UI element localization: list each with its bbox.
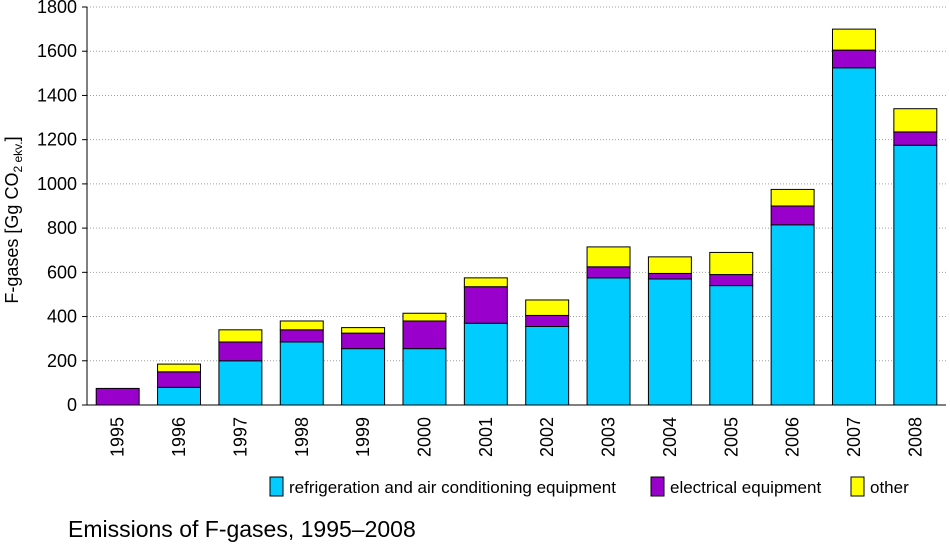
y-tick-label: 1200 [37,130,77,150]
bar-segment [279,320,324,331]
bar-segment [893,108,938,133]
bar-segment [647,278,692,406]
bar-segment [770,224,815,406]
x-tick-label: 1996 [169,417,189,457]
x-tick-label: 2000 [414,417,434,457]
legend-swatch [650,476,665,497]
bar-segment [341,332,386,350]
y-tick-labels: 0 200 400 600 800 1000 1200 1400 1600 1800 [37,0,87,415]
x-tick-label: 2006 [783,417,803,457]
y-tick-label: 800 [47,218,77,238]
legend-label: other [870,478,909,497]
axes [86,7,946,406]
bar-segment [279,341,324,406]
bar-segment [770,205,815,226]
bar-segment [157,386,202,406]
legend-label: refrigeration and air conditioning equip… [289,478,616,497]
x-tick-label: 2004 [660,417,680,457]
bar-segment [463,277,508,288]
bar-segment [586,246,631,268]
y-tick-label: 400 [47,307,77,327]
bar-segment [893,131,938,146]
y-tick-label: 1000 [37,174,77,194]
x-tick-label: 2007 [844,417,864,457]
bar-segment [402,348,447,406]
y-tick-label: 1400 [37,85,77,105]
y-tick-label: 0 [67,395,77,415]
y-axis-title-subscript: 2 ekv. [11,141,25,172]
bar-segment [525,314,570,328]
bar-segment [709,274,754,287]
y-tick-label: 600 [47,262,77,282]
bar-segment [218,341,263,362]
bar-segment [341,327,386,334]
bar-segment [586,266,631,279]
legend: refrigeration and air conditioning equip… [269,476,909,497]
x-tick-label: 2001 [476,417,496,457]
bar-segment [586,277,631,406]
x-tick-label: 1998 [292,417,312,457]
bars [95,28,938,406]
bar-segment [831,67,876,406]
bar-segment [525,299,570,316]
bar-segment [218,360,263,406]
bar-segment [463,286,508,324]
bar-segment [218,329,263,343]
bar-segment [647,256,692,274]
x-tick-labels: 1995 1996 1997 1998 1999 2000 2001 2002 2003 2004… [108,417,926,457]
x-tick-label: 1995 [108,417,128,457]
bar-segment [157,371,202,388]
bar-segment [279,329,324,343]
x-tick-label: 2005 [721,417,741,457]
bar-segment [647,272,692,280]
bar-segment [831,49,876,69]
bar-segment [709,285,754,406]
bar-segment [893,144,938,406]
y-axis-title-main: F-gases [Gg CO [2,173,22,304]
x-tick-label: 1999 [353,417,373,457]
y-tick-label: 1800 [37,0,77,17]
x-tick-label: 2008 [905,417,925,457]
legend-swatch [850,476,865,497]
bar-segment [709,251,754,276]
y-tick-label: 200 [47,351,77,371]
bar-segment [525,326,570,406]
x-tick-label: 2003 [599,417,619,457]
bar-segment [95,387,140,406]
figure-caption: Emissions of F-gases, 1995–2008 [68,516,416,542]
y-tick-label: 1600 [37,41,77,61]
bar-segment [402,320,447,350]
bar-segment [341,348,386,406]
x-tick-label: 2002 [537,417,557,457]
bar-segment [831,28,876,51]
legend-label: electrical equipment [670,478,821,497]
bar-segment [463,322,508,406]
x-tick-label: 1997 [230,417,250,457]
gridlines [87,6,946,362]
y-axis-title: F-gases [Gg CO2 ekv.] [2,136,25,303]
y-axis-title-close: ] [2,136,22,141]
bar-segment [157,363,202,373]
bar-segment [770,188,815,207]
bar-segment [402,312,447,322]
legend-swatch [269,476,284,497]
